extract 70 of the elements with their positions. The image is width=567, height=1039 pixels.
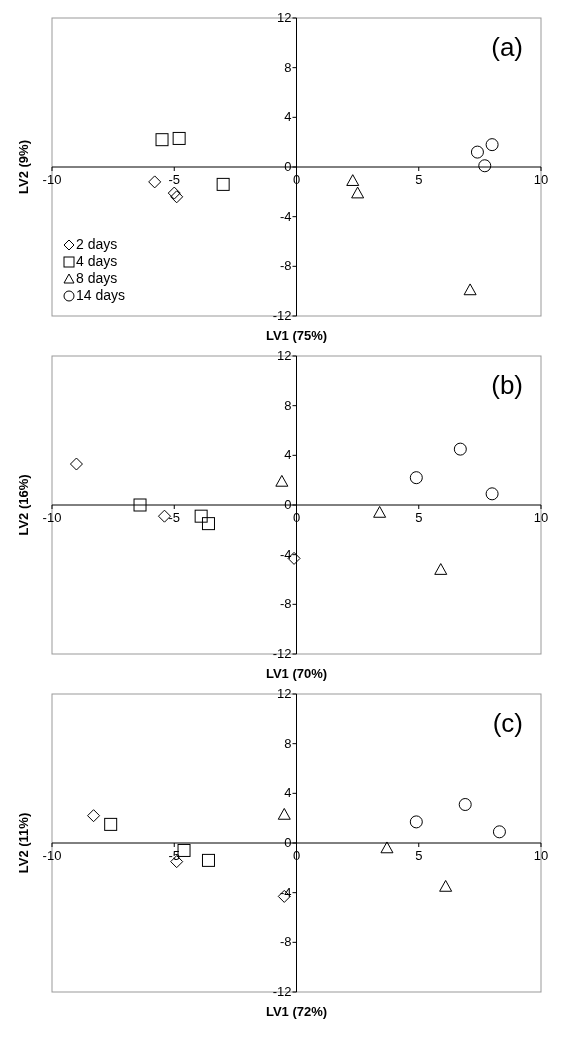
x-tick-label: 10 bbox=[533, 848, 549, 863]
point bbox=[409, 471, 423, 485]
y-tick-label: 12 bbox=[277, 686, 292, 701]
annotation: (a) bbox=[491, 32, 523, 62]
y-tick-label: 8 bbox=[284, 59, 292, 75]
point bbox=[434, 563, 448, 575]
x-tick-label: -5 bbox=[168, 172, 181, 187]
point bbox=[194, 509, 208, 523]
y-tick-label: -8 bbox=[279, 258, 292, 274]
point bbox=[216, 177, 230, 191]
y-tick-label: 8 bbox=[284, 397, 292, 413]
x-tick-label: 5 bbox=[415, 172, 423, 187]
y-tick-label: 8 bbox=[284, 735, 292, 751]
point bbox=[453, 442, 467, 456]
point bbox=[351, 186, 365, 199]
y-tick-label: 0 bbox=[284, 835, 292, 850]
point bbox=[439, 879, 453, 892]
x-tick-label: 10 bbox=[533, 510, 549, 525]
y-axis-title: LV2 (9%) bbox=[16, 140, 31, 194]
x-axis-title: LV1 (70%) bbox=[265, 666, 328, 681]
y-axis-title: LV2 (16%) bbox=[16, 474, 31, 536]
y-tick-label: 12 bbox=[277, 348, 292, 363]
point bbox=[133, 498, 147, 512]
x-tick-label: -10 bbox=[42, 510, 62, 525]
x-axis-title: LV1 (72%) bbox=[265, 1004, 328, 1019]
point bbox=[277, 807, 291, 820]
legend-label: 8 days bbox=[76, 270, 118, 287]
x-tick-label: 10 bbox=[533, 172, 549, 187]
point bbox=[380, 841, 394, 854]
point bbox=[275, 474, 289, 487]
point bbox=[492, 825, 506, 839]
legend-label: 2 days bbox=[76, 236, 118, 253]
y-tick-label: 12 bbox=[277, 10, 292, 25]
y-tick-label: -12 bbox=[272, 646, 292, 661]
point bbox=[470, 145, 484, 159]
y-tick-label: -12 bbox=[272, 308, 292, 323]
y-axis-title: LV2 (11%) bbox=[16, 812, 31, 874]
x-axis-title: LV1 (75%) bbox=[265, 328, 328, 343]
y-tick-label: -8 bbox=[279, 934, 292, 950]
x-tick-label: -10 bbox=[42, 848, 62, 863]
legend-label: 14 days bbox=[76, 287, 126, 304]
y-tick-label: 0 bbox=[284, 497, 292, 512]
point bbox=[104, 817, 118, 831]
y-tick-label: -8 bbox=[279, 596, 292, 612]
point bbox=[409, 815, 423, 829]
annotation: (b) bbox=[491, 370, 523, 400]
y-tick-label: -12 bbox=[272, 984, 292, 999]
point bbox=[373, 505, 387, 518]
y-tick-label: -4 bbox=[279, 546, 292, 562]
y-tick-label: 4 bbox=[284, 109, 292, 125]
x-tick-label: -5 bbox=[168, 510, 181, 525]
point bbox=[201, 517, 215, 531]
point bbox=[463, 283, 477, 296]
point bbox=[155, 133, 169, 147]
point bbox=[201, 853, 215, 867]
point bbox=[478, 159, 492, 173]
y-tick-label: 0 bbox=[284, 159, 292, 174]
annotation: (c) bbox=[492, 708, 523, 738]
y-tick-label: 4 bbox=[284, 447, 292, 463]
y-tick-label: -4 bbox=[279, 208, 292, 224]
x-tick-label: 5 bbox=[415, 510, 423, 525]
x-tick-label: -10 bbox=[42, 172, 62, 187]
point bbox=[172, 131, 186, 145]
legend-label: 4 days bbox=[76, 253, 118, 270]
x-tick-label: 5 bbox=[415, 848, 423, 863]
point bbox=[458, 798, 472, 812]
point bbox=[485, 487, 499, 501]
point bbox=[485, 138, 499, 152]
y-tick-label: 4 bbox=[284, 785, 292, 801]
point bbox=[346, 174, 360, 186]
